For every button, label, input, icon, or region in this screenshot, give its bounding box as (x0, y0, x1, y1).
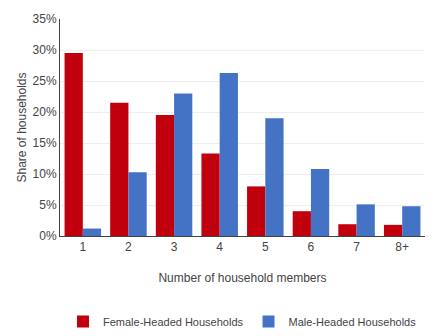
svg-text:Female-Headed Households: Female-Headed Households (103, 316, 244, 328)
svg-text:5: 5 (262, 240, 269, 254)
svg-text:Number of household members: Number of household members (158, 271, 326, 285)
svg-text:0%: 0% (39, 229, 57, 243)
svg-text:Share of households: Share of households (15, 72, 29, 182)
svg-text:7: 7 (353, 240, 360, 254)
svg-text:4: 4 (216, 240, 223, 254)
svg-text:15%: 15% (33, 136, 57, 150)
svg-text:8+: 8+ (395, 240, 409, 254)
svg-text:10%: 10% (33, 167, 57, 181)
svg-text:5%: 5% (39, 198, 57, 212)
svg-text:35%: 35% (33, 12, 57, 26)
svg-text:25%: 25% (33, 74, 57, 88)
svg-text:6: 6 (308, 240, 315, 254)
svg-text:3: 3 (171, 240, 178, 254)
svg-text:1: 1 (79, 240, 86, 254)
svg-text:30%: 30% (33, 43, 57, 57)
svg-text:2: 2 (125, 240, 132, 254)
svg-text:20%: 20% (33, 105, 57, 119)
svg-text:Male-Headed Households: Male-Headed Households (289, 316, 417, 328)
